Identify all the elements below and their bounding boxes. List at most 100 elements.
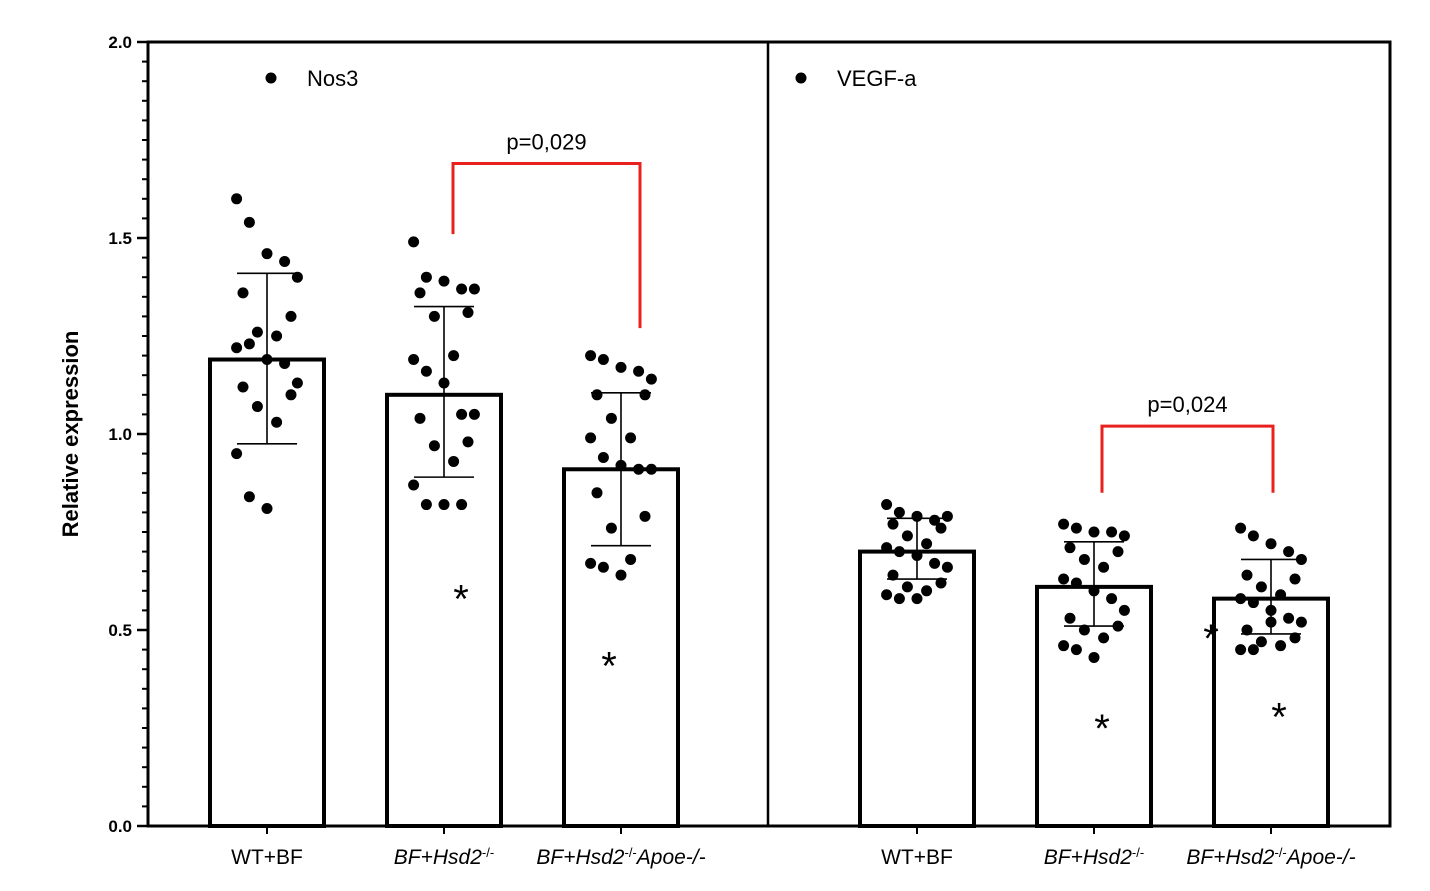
data-point bbox=[1255, 581, 1267, 593]
significance-star: * bbox=[1203, 617, 1219, 661]
data-point bbox=[438, 499, 450, 511]
data-point bbox=[893, 593, 905, 605]
data-point bbox=[261, 248, 273, 260]
data-point bbox=[941, 561, 953, 573]
p-value-label: p=0,024 bbox=[1147, 392, 1227, 417]
data-point bbox=[1078, 624, 1090, 636]
data-point bbox=[462, 306, 474, 318]
bar bbox=[858, 549, 976, 828]
legend-label: Nos3 bbox=[307, 66, 358, 91]
legend-label: VEGF-a bbox=[837, 66, 917, 91]
data-point bbox=[645, 463, 657, 475]
x-tick-label-part: BF+Hsd2 bbox=[1186, 846, 1274, 869]
x-tick-label-part: -/- bbox=[624, 845, 636, 860]
data-point bbox=[448, 350, 460, 362]
data-point bbox=[645, 373, 657, 385]
data-point bbox=[1295, 616, 1307, 628]
data-point bbox=[941, 510, 953, 522]
data-point bbox=[456, 499, 468, 511]
data-point bbox=[1098, 632, 1110, 644]
significance-star: * bbox=[1094, 707, 1110, 751]
x-tick-label-part: Apoe-/- bbox=[1285, 846, 1356, 869]
data-point bbox=[1118, 604, 1130, 616]
data-point bbox=[279, 256, 291, 268]
data-point bbox=[251, 401, 263, 413]
data-point bbox=[625, 432, 637, 444]
data-point bbox=[243, 338, 255, 350]
data-point bbox=[893, 546, 905, 558]
y-tick-label: 1.0 bbox=[108, 425, 132, 444]
x-tick-label: WT+BF bbox=[881, 846, 953, 869]
data-point bbox=[271, 416, 283, 428]
data-point bbox=[420, 499, 432, 511]
data-point bbox=[468, 408, 480, 420]
data-point bbox=[414, 287, 426, 299]
data-point bbox=[1235, 644, 1247, 656]
data-point bbox=[893, 506, 905, 518]
y-tick-label: 2.0 bbox=[108, 33, 132, 52]
data-point bbox=[921, 585, 933, 597]
data-point bbox=[887, 569, 899, 581]
data-point bbox=[1295, 553, 1307, 565]
data-point bbox=[633, 365, 645, 377]
data-point bbox=[1289, 573, 1301, 585]
data-point bbox=[597, 354, 609, 366]
data-point bbox=[1058, 640, 1070, 652]
data-point bbox=[1265, 538, 1277, 550]
data-point bbox=[243, 491, 255, 503]
data-point bbox=[881, 542, 893, 554]
data-point bbox=[591, 389, 603, 401]
data-point bbox=[911, 593, 923, 605]
data-point bbox=[887, 518, 899, 530]
data-point bbox=[585, 557, 597, 569]
data-point bbox=[633, 463, 645, 475]
data-point bbox=[935, 577, 947, 589]
data-point bbox=[231, 342, 243, 354]
data-point bbox=[1058, 573, 1070, 585]
data-point bbox=[597, 452, 609, 464]
data-point bbox=[1106, 593, 1118, 605]
data-point bbox=[1247, 597, 1259, 609]
significance-bracket bbox=[451, 162, 642, 329]
data-point bbox=[420, 365, 432, 377]
data-point bbox=[639, 510, 651, 522]
data-point bbox=[261, 502, 273, 514]
data-point bbox=[1106, 526, 1118, 538]
significance-bracket bbox=[1100, 424, 1275, 493]
data-point bbox=[243, 216, 255, 228]
data-point bbox=[1275, 640, 1287, 652]
data-point bbox=[448, 455, 460, 467]
data-point bbox=[901, 530, 913, 542]
data-point bbox=[1070, 577, 1082, 589]
data-point bbox=[438, 275, 450, 287]
data-point bbox=[1289, 632, 1301, 644]
data-point bbox=[585, 350, 597, 362]
data-point bbox=[1064, 612, 1076, 624]
x-tick-label-part: BF+Hsd2 bbox=[394, 846, 482, 869]
data-point bbox=[237, 287, 249, 299]
data-point bbox=[1058, 518, 1070, 530]
data-point bbox=[1118, 530, 1130, 542]
data-point bbox=[237, 381, 249, 393]
y-axis: 0.0 0.5 1.0 1.5 2.0 bbox=[108, 33, 148, 836]
data-point bbox=[1275, 589, 1287, 601]
data-point bbox=[929, 557, 941, 569]
data-point bbox=[585, 432, 597, 444]
y-axis-label: Relative expression bbox=[58, 331, 83, 538]
x-tick-label-part: -/- bbox=[1274, 845, 1286, 860]
data-point bbox=[605, 522, 617, 534]
data-point bbox=[1235, 522, 1247, 534]
data-point bbox=[428, 310, 440, 322]
x-tick-label-part: WT+BF bbox=[231, 846, 303, 869]
data-point bbox=[1070, 644, 1082, 656]
data-point bbox=[408, 236, 420, 248]
data-point bbox=[625, 553, 637, 565]
data-point bbox=[881, 499, 893, 511]
data-point bbox=[921, 538, 933, 550]
data-point bbox=[1098, 561, 1110, 573]
data-point bbox=[1078, 553, 1090, 565]
significance-star: * bbox=[1271, 695, 1287, 739]
data-point bbox=[279, 357, 291, 369]
